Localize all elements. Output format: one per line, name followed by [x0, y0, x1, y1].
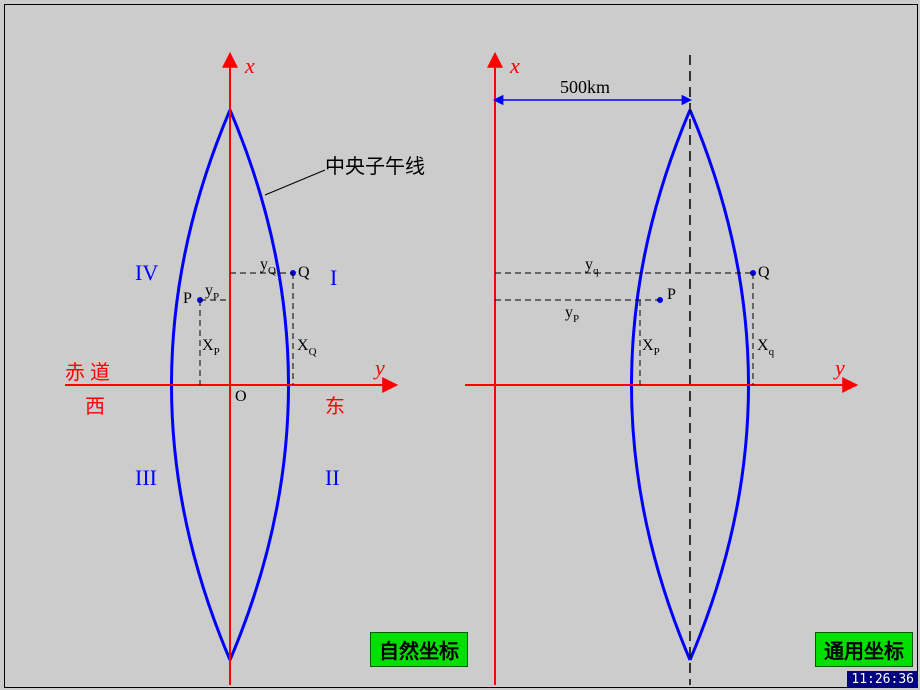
left-yp-label: yP [205, 282, 219, 303]
left-point-q-label: Q [298, 264, 310, 281]
right-yp-label: yP [565, 304, 579, 325]
meridian-leader-line [265, 170, 325, 195]
right-y-axis-label: y [833, 355, 845, 380]
quadrant-4: IV [135, 260, 158, 285]
equator-label: 赤 道 [65, 361, 110, 384]
diagram-canvas: x y O I II III IV 赤 道 西 东 中央子午线 P Q XP y… [4, 4, 918, 688]
east-label: 东 [325, 395, 345, 418]
quadrant-2: II [325, 465, 340, 490]
right-x-axis-label: x [509, 53, 520, 78]
left-origin-label: O [235, 388, 247, 405]
left-xq-label: XQ [297, 337, 317, 358]
diagram-svg: x y O I II III IV 赤 道 西 东 中央子午线 P Q XP y… [5, 5, 917, 687]
right-green-box: 通用坐标 [815, 632, 913, 667]
left-xp-label: XP [202, 337, 220, 358]
right-yq-label: yq [585, 256, 599, 277]
quadrant-3: III [135, 465, 157, 490]
right-point-p-label: P [667, 286, 676, 303]
left-green-box: 自然坐标 [370, 632, 468, 667]
left-yq-label: yQ [260, 256, 276, 277]
timestamp-overlay: 11:26:36 [847, 671, 918, 688]
right-xp-label: XP [642, 337, 660, 358]
left-y-axis-label: y [373, 355, 385, 380]
left-x-axis-label: x [244, 53, 255, 78]
quadrant-1: I [330, 265, 337, 290]
west-label: 西 [85, 396, 105, 418]
right-xq-label: Xq [757, 337, 775, 358]
meridian-label: 中央子午线 [325, 155, 425, 178]
right-point-q-label: Q [758, 264, 770, 281]
left-point-p-label: P [183, 290, 192, 307]
dim-500km-label: 500km [560, 77, 610, 97]
